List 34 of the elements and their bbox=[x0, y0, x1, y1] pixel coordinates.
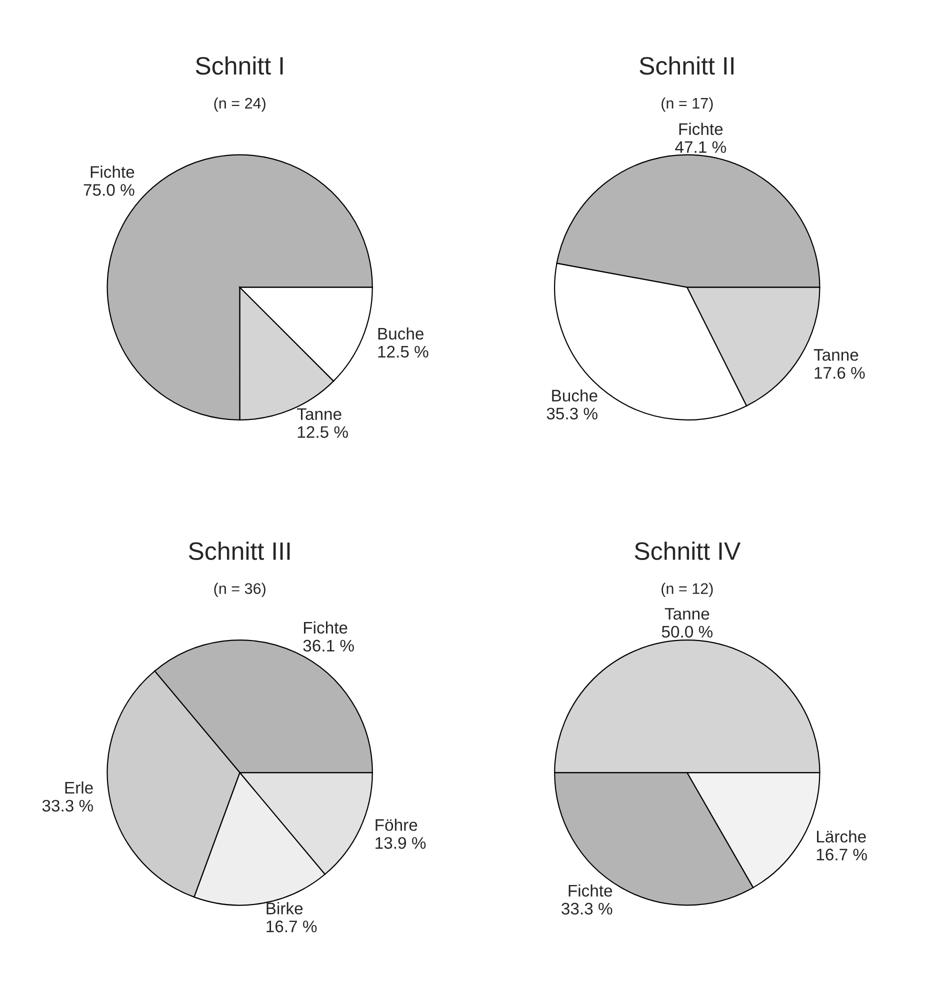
slice-label: Birke bbox=[266, 902, 303, 914]
slice-label: Fichte bbox=[90, 166, 134, 178]
slice-label: Erle bbox=[65, 781, 93, 794]
data-label: 33.3 % bbox=[42, 800, 94, 812]
slice-label: Fichte bbox=[304, 621, 348, 634]
slice-label: Buche bbox=[552, 389, 598, 402]
data-label: 33.3 % bbox=[562, 902, 612, 915]
data-label: 47.1 % bbox=[675, 141, 726, 153]
data-label: 75.0 % bbox=[84, 184, 134, 196]
chart-subtitle: (n = 17) bbox=[662, 97, 713, 112]
data-label: 16.7 % bbox=[816, 848, 867, 860]
chart-subtitle: (n = 24) bbox=[214, 97, 266, 112]
data-label: 13.9 % bbox=[376, 837, 426, 849]
slice-label: Lärche bbox=[817, 830, 866, 843]
data-label: 12.5 % bbox=[298, 426, 348, 438]
slice-label: Föhre bbox=[376, 818, 418, 831]
chart-title: Schnitt IV bbox=[634, 542, 741, 560]
data-label: 35.3 % bbox=[546, 408, 598, 420]
data-label: 17.6 % bbox=[814, 366, 865, 379]
slice-label: Buche bbox=[378, 327, 424, 340]
chart-subtitle: (n = 36) bbox=[214, 582, 266, 598]
slice-label: Tanne bbox=[297, 408, 342, 420]
slice-label: Tanne bbox=[664, 608, 710, 620]
data-label: 12.5 % bbox=[378, 346, 428, 358]
chart-title: Schnitt I bbox=[196, 56, 283, 75]
slice-label: Fichte bbox=[568, 884, 612, 897]
slice-label: Fichte bbox=[679, 122, 723, 136]
slice-label: Tanne bbox=[814, 349, 858, 361]
chart-title: Schnitt II bbox=[640, 56, 734, 75]
data-label: 16.7 % bbox=[266, 920, 317, 932]
data-label: 36.1 % bbox=[303, 640, 354, 652]
chart-title: Schnitt III bbox=[188, 542, 290, 560]
chart-subtitle: (n = 12) bbox=[662, 582, 713, 598]
data-label: 50.0 % bbox=[662, 626, 713, 638]
